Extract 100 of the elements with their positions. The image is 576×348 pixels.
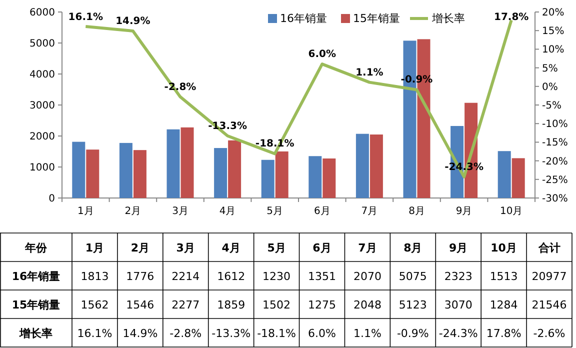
y-tick-label: 1000	[30, 162, 55, 174]
bar	[498, 151, 511, 198]
text: 16.1%	[68, 12, 103, 23]
text: 16年销量	[12, 270, 60, 283]
x-tick-label: 6月	[314, 206, 330, 217]
data-label: 1513	[490, 270, 518, 283]
legend-label: 15年销量	[353, 12, 400, 25]
data-label: 1284	[490, 298, 518, 312]
data-label: 2323	[444, 270, 472, 283]
text: 17.8%	[494, 12, 529, 23]
y2-tick-label: -10%	[542, 119, 568, 130]
data-label: 1612	[217, 270, 246, 283]
text: -24.3%	[444, 162, 484, 173]
data-label: 2048	[353, 298, 382, 312]
data-label: -0.9%	[396, 326, 429, 340]
data-label: 2214	[172, 270, 200, 283]
text: 年份	[24, 241, 48, 254]
data-label: 1230	[262, 270, 291, 283]
x-tick-label: 5月	[266, 206, 284, 217]
text: 1.1%	[356, 67, 384, 78]
x-tick-label: 9月	[456, 206, 472, 217]
data-label: 17.8%	[486, 326, 522, 340]
bar	[86, 150, 100, 198]
data-label: 1.1%	[353, 326, 382, 340]
x-tick-label: 8月	[408, 206, 425, 217]
legend-label: 16年销量	[280, 12, 327, 25]
bar	[370, 134, 383, 198]
text: 合计	[537, 241, 560, 254]
data-label: 6.0%	[308, 326, 336, 340]
y-tick-label: 5000	[30, 38, 55, 50]
bar	[214, 148, 228, 198]
data-label: 5123	[398, 298, 427, 312]
text: 15年销量	[12, 298, 60, 312]
category-label: 4月	[222, 241, 240, 254]
y2-tick-label: -15%	[542, 138, 568, 149]
category-label: 1月	[85, 241, 104, 254]
category-label: 10月	[490, 241, 517, 254]
category-label: 7月	[358, 241, 377, 254]
bar	[512, 158, 525, 198]
data-label: 16.1%	[77, 326, 112, 340]
y2-tick-label: -5%	[542, 100, 562, 112]
data-label: -2.8%	[170, 326, 202, 340]
data-label: -18.1%	[257, 326, 296, 340]
bar	[119, 142, 132, 198]
data-label: 1562	[80, 298, 109, 312]
y2-tick-label: -30%	[542, 194, 568, 204]
y-tick-label: 3000	[30, 100, 55, 112]
text: 21546	[532, 298, 567, 312]
text: -2.6%	[533, 326, 566, 340]
x-tick-label: 10月	[500, 206, 523, 217]
legend-label: 增长率	[431, 12, 465, 25]
bar	[261, 160, 274, 198]
data-label: 14.9%	[122, 326, 158, 340]
data-label: 1502	[262, 298, 291, 312]
bar	[275, 151, 288, 198]
text: 6.0%	[308, 49, 336, 60]
bar	[166, 129, 180, 198]
data-label: -24.3%	[438, 326, 478, 340]
category-label: 5月	[267, 241, 286, 254]
data-label: 1813	[80, 270, 109, 283]
data-label: 5075	[398, 270, 427, 283]
data-label: -13.3%	[212, 326, 251, 340]
data-label: 1546	[126, 298, 154, 312]
data-label: 2277	[172, 298, 200, 312]
x-tick-label: 2月	[124, 206, 142, 217]
y2-tick-label: 20%	[542, 8, 564, 18]
y-tick-label: 4000	[30, 70, 55, 80]
y-tick-label: 0	[48, 194, 55, 204]
category-label: 9月	[449, 241, 468, 254]
bar	[308, 156, 322, 198]
bar	[322, 158, 336, 198]
data-label: 1859	[217, 298, 246, 312]
text: -0.9%	[400, 74, 433, 86]
x-tick-label: 3月	[172, 206, 188, 217]
y2-tick-label: 0%	[542, 82, 558, 93]
bar	[180, 127, 194, 198]
y-tick-label: 2000	[30, 132, 55, 142]
data-label: 1351	[308, 270, 336, 283]
category-label: 8月	[404, 241, 422, 254]
category-label: 3月	[176, 241, 195, 254]
data-label: 1776	[126, 270, 154, 283]
text: 20977	[532, 270, 567, 283]
y2-tick-label: 10%	[542, 44, 564, 56]
y2-tick-label: -25%	[542, 174, 568, 186]
category-label: 6月	[312, 241, 332, 254]
x-tick-label: 1月	[77, 206, 94, 217]
bar	[72, 142, 86, 198]
text: 增长率	[20, 326, 52, 340]
text: 14.9%	[116, 16, 150, 27]
data-label: 2070	[353, 270, 382, 283]
x-tick-label: 4月	[219, 206, 236, 217]
y-tick-label: 6000	[30, 8, 55, 18]
y2-tick-label: 5%	[542, 63, 558, 74]
x-tick-label: 7月	[361, 206, 378, 217]
data-label: 3070	[444, 298, 472, 312]
bar	[356, 134, 369, 198]
bar	[133, 150, 146, 198]
category-label: 2月	[130, 241, 150, 254]
y2-tick-label: 15%	[542, 26, 564, 38]
bar	[228, 140, 242, 198]
